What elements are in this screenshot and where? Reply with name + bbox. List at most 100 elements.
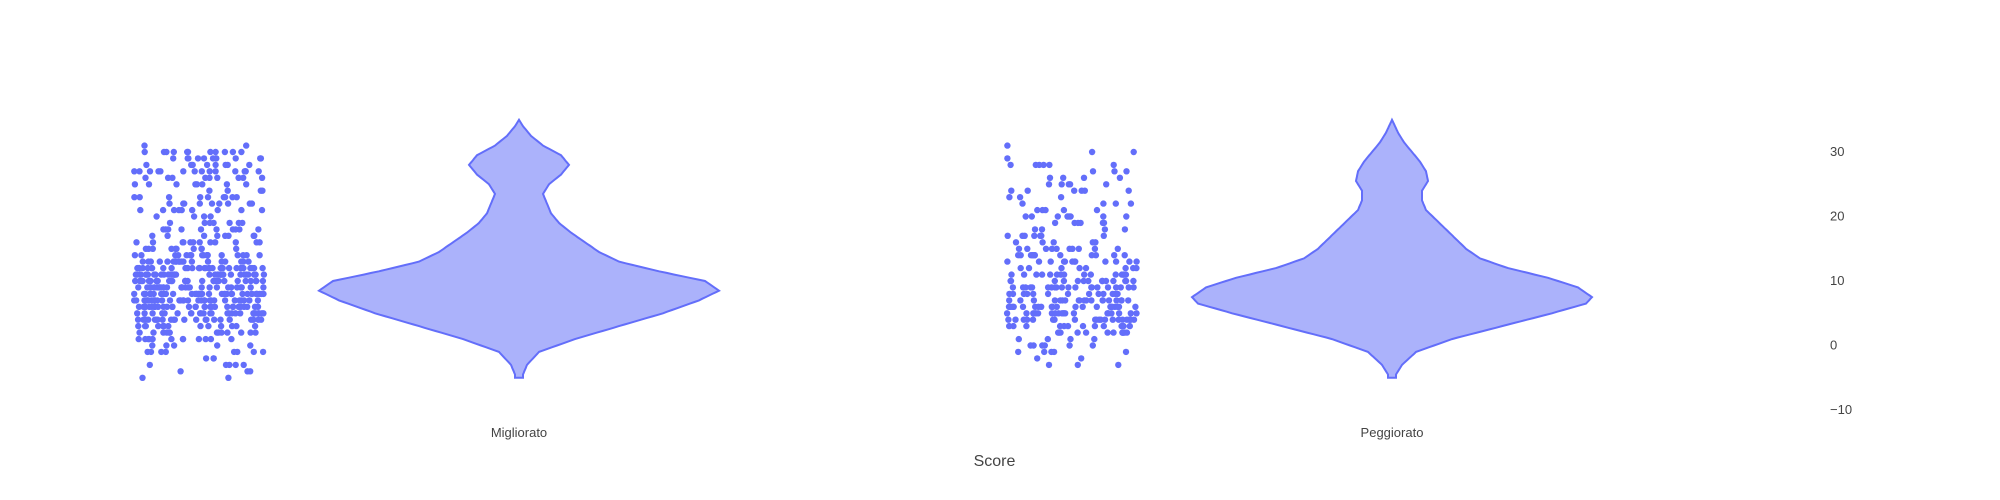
data-point xyxy=(205,322,212,330)
data-point xyxy=(207,335,215,343)
data-point xyxy=(242,277,249,285)
data-point xyxy=(1019,232,1026,239)
data-point xyxy=(1100,290,1107,298)
data-point xyxy=(226,219,233,227)
data-point xyxy=(1025,264,1033,272)
data-point xyxy=(1080,174,1088,181)
data-point xyxy=(197,226,205,233)
data-point xyxy=(164,174,172,181)
data-point xyxy=(1114,245,1122,252)
data-point xyxy=(141,310,148,317)
data-point xyxy=(1006,322,1013,330)
data-point xyxy=(259,277,267,285)
data-point xyxy=(239,290,246,298)
data-point xyxy=(201,303,208,310)
data-point xyxy=(1082,329,1090,336)
data-point xyxy=(199,277,206,285)
data-point xyxy=(1007,161,1014,169)
data-point xyxy=(244,303,251,310)
data-point xyxy=(153,316,160,323)
data-point xyxy=(1112,290,1119,298)
data-point xyxy=(1022,284,1029,291)
data-point xyxy=(221,194,229,201)
data-point xyxy=(180,168,187,175)
data-point xyxy=(226,316,233,323)
data-point xyxy=(172,252,179,259)
data-point xyxy=(1004,155,1011,162)
data-point xyxy=(174,310,181,317)
data-point xyxy=(1060,277,1068,285)
data-point xyxy=(1006,194,1013,201)
data-point xyxy=(160,148,168,156)
data-point xyxy=(251,303,259,310)
data-point xyxy=(1085,290,1093,298)
data-point xyxy=(1105,297,1113,304)
data-point xyxy=(131,252,139,259)
data-point xyxy=(256,239,263,246)
data-point xyxy=(172,271,180,278)
x-axis-title: Score xyxy=(974,453,1016,470)
data-point xyxy=(143,161,150,169)
data-point xyxy=(232,239,239,246)
data-point xyxy=(1115,303,1123,310)
data-point xyxy=(140,316,147,323)
data-point xyxy=(177,368,184,375)
data-point xyxy=(1009,284,1017,291)
data-point xyxy=(244,368,251,375)
data-point xyxy=(224,187,231,194)
data-point xyxy=(1027,284,1034,291)
data-point xyxy=(206,187,213,194)
data-point xyxy=(1080,277,1087,285)
y-tick-label: −10 xyxy=(1830,402,1852,417)
data-point xyxy=(1104,284,1112,291)
data-point xyxy=(1102,277,1110,285)
data-point xyxy=(169,277,176,285)
data-point xyxy=(186,252,194,259)
data-point xyxy=(243,142,250,149)
data-point xyxy=(181,200,188,207)
data-point xyxy=(232,361,239,369)
data-point xyxy=(1004,142,1011,149)
data-point xyxy=(243,252,250,259)
violin-migliorato[interactable] xyxy=(317,117,721,379)
data-point xyxy=(142,322,149,330)
data-point xyxy=(134,316,142,323)
data-point xyxy=(142,174,149,181)
data-point xyxy=(1041,348,1048,356)
data-point xyxy=(198,290,206,298)
data-point xyxy=(189,206,196,214)
data-point xyxy=(1058,264,1065,272)
data-point xyxy=(158,348,165,356)
data-point xyxy=(1112,284,1120,291)
data-point xyxy=(1009,290,1017,298)
data-point xyxy=(233,264,240,272)
data-point xyxy=(1034,355,1041,362)
data-point xyxy=(1089,239,1097,246)
y-tick-label: 10 xyxy=(1830,273,1844,288)
data-point xyxy=(247,329,254,336)
data-point xyxy=(217,316,224,323)
data-point xyxy=(178,284,185,291)
data-point xyxy=(212,239,219,246)
data-point xyxy=(1023,310,1030,317)
data-point xyxy=(1044,290,1052,298)
data-point xyxy=(160,226,167,233)
data-point xyxy=(228,284,235,291)
data-point xyxy=(248,200,256,207)
data-point xyxy=(243,271,250,278)
data-point xyxy=(1024,245,1031,252)
violin-peggiorato[interactable] xyxy=(1190,117,1594,379)
data-point xyxy=(157,168,164,175)
data-point xyxy=(133,271,141,278)
data-point xyxy=(1125,297,1132,304)
data-point xyxy=(1130,277,1137,285)
data-point xyxy=(151,303,159,310)
data-point xyxy=(1111,168,1118,175)
data-point xyxy=(1093,303,1101,310)
data-point xyxy=(1008,187,1015,194)
data-point xyxy=(1112,200,1120,207)
data-point xyxy=(149,310,156,317)
y-tick-label: 30 xyxy=(1830,144,1844,159)
data-point xyxy=(162,348,169,356)
data-point xyxy=(1107,303,1114,310)
